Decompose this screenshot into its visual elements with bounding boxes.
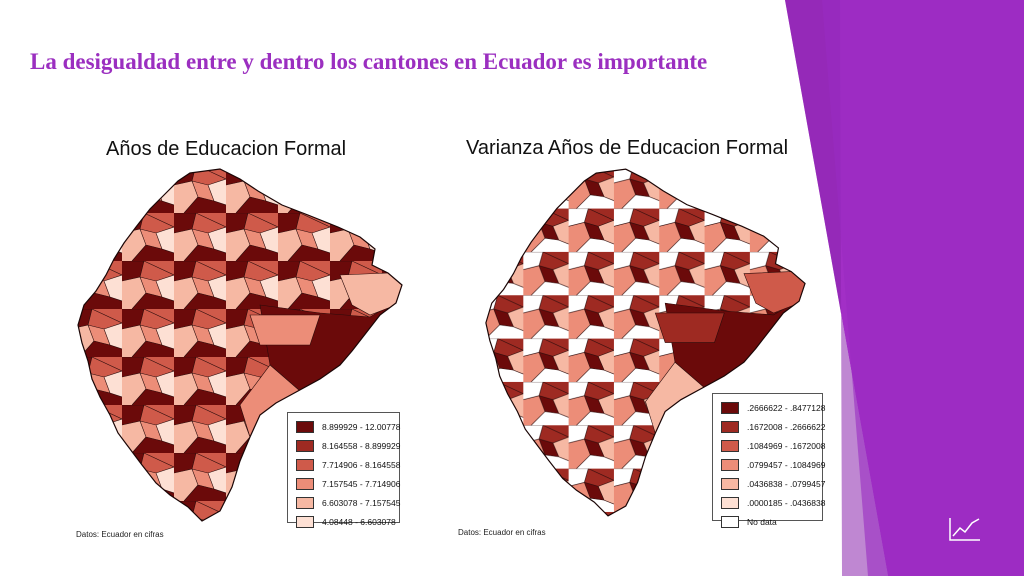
- legend-label: .0799457 - .1084969: [747, 460, 826, 470]
- data-source-education: Datos: Ecuador en cifras: [76, 530, 164, 539]
- legend-item: .0436838 - .0799457: [721, 476, 825, 492]
- legend-swatch: [721, 440, 739, 452]
- legend-swatch: [721, 478, 739, 490]
- legend-item: .1084969 - .1672008: [721, 438, 825, 454]
- legend-label: .0000185 - .0436838: [747, 498, 826, 508]
- slide-title: La desigualdad entre y dentro los canton…: [30, 49, 708, 74]
- legend-swatch: [296, 459, 314, 471]
- map-title-education: Años de Educacion Formal: [106, 138, 347, 160]
- legend-label: .2666622 - .8477128: [747, 403, 826, 413]
- legend-swatch: [296, 478, 314, 490]
- data-source-variance: Datos: Ecuador en cifras: [458, 528, 546, 537]
- legend-swatch: [296, 440, 314, 452]
- legend-swatch: [721, 421, 739, 433]
- legend-swatch: [296, 497, 314, 509]
- legend-item: No data: [721, 514, 816, 530]
- legend-swatch: [721, 497, 739, 509]
- legend-item: .1672008 - .2666622: [721, 419, 825, 435]
- legend-label: 4.08448 - 6.603078: [322, 517, 396, 527]
- legend-label: .1084969 - .1672008: [747, 441, 826, 451]
- legend-swatch: [296, 516, 314, 528]
- legend-education: 8.899929 - 12.00778 8.164558 - 8.899929 …: [287, 412, 400, 528]
- map-title-variance: Varianza Años de Educacion Formal: [466, 137, 789, 159]
- legend-label: 6.603078 - 7.157545: [322, 498, 401, 508]
- legend-swatch: [296, 421, 314, 433]
- legend-item: 4.08448 - 6.603078: [296, 514, 396, 530]
- line-chart-icon: [949, 518, 980, 541]
- legend-label: 8.899929 - 12.00778: [322, 422, 401, 432]
- legend-label: No data: [747, 517, 777, 527]
- legend-item: .2666622 - .8477128: [721, 400, 825, 416]
- legend-item: .0799457 - .1084969: [721, 457, 825, 473]
- legend-item: 6.603078 - 7.157545: [296, 495, 400, 511]
- legend-swatch: [721, 459, 739, 471]
- legend-label: 8.164558 - 8.899929: [322, 441, 401, 451]
- legend-label: .0436838 - .0799457: [747, 479, 826, 489]
- legend-item: 7.157545 - 7.714906: [296, 476, 400, 492]
- ecuador-map-education: [77, 168, 403, 522]
- legend-item: 7.714906 - 8.164558: [296, 457, 400, 473]
- legend-swatch: [721, 516, 739, 528]
- legend-variance: .2666622 - .8477128 .1672008 - .2666622 …: [712, 393, 825, 528]
- legend-label: 7.157545 - 7.714906: [322, 479, 401, 489]
- legend-item: .0000185 - .0436838: [721, 495, 825, 511]
- legend-item: 8.164558 - 8.899929: [296, 438, 400, 454]
- legend-label: .1672008 - .2666622: [747, 422, 826, 432]
- legend-label: 7.714906 - 8.164558: [322, 460, 401, 470]
- legend-swatch: [721, 402, 739, 414]
- legend-item: 8.899929 - 12.00778: [296, 419, 400, 435]
